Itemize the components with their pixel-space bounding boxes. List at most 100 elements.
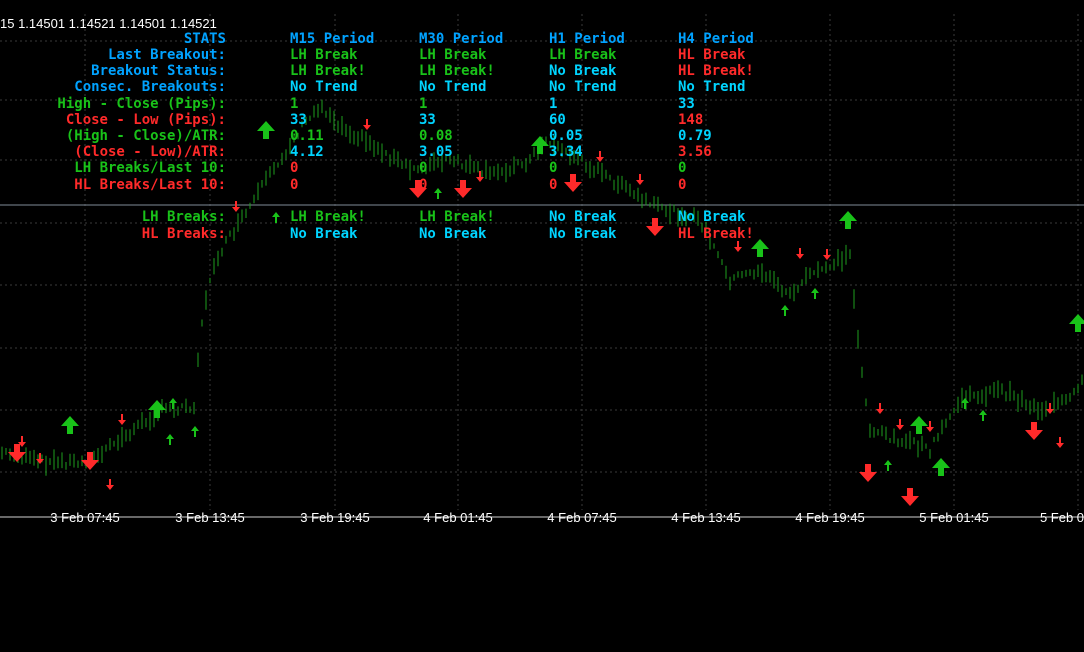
breaks-value: LH Break!	[419, 209, 495, 225]
stat-value: 0	[549, 176, 558, 193]
stat-value: 3.56	[678, 144, 712, 161]
arrow-down-icon	[8, 444, 26, 462]
x-axis-label: 5 Feb 01:45	[919, 510, 989, 525]
stat-value: 0	[290, 160, 299, 177]
stat-value: 148	[678, 111, 704, 128]
arrow-up-icon	[257, 121, 275, 139]
arrow-down-icon	[18, 436, 26, 447]
stat-value: No Trend	[678, 79, 746, 96]
stat-value: LH Break!	[290, 63, 366, 80]
arrow-up-icon	[531, 136, 549, 154]
period-header: M15 Period	[290, 31, 375, 47]
stat-value: HL Break!	[678, 63, 754, 80]
stat-value: 0	[549, 160, 558, 177]
arrow-up-icon	[884, 460, 892, 471]
arrow-up-icon	[751, 239, 769, 257]
stat-value: 4.12	[290, 144, 324, 161]
stat-value: No Break	[549, 63, 617, 80]
breaks-value: HL Break!	[678, 225, 754, 242]
stat-value: LH Break!	[419, 63, 495, 80]
stat-value: No Trend	[549, 79, 617, 96]
x-axis-label: 5 Feb 0	[1039, 510, 1084, 525]
arrow-up-icon	[434, 188, 442, 199]
stat-value: 60	[549, 111, 566, 128]
breaks-row-label: HL Breaks:	[141, 225, 226, 242]
stat-value: 0	[678, 176, 687, 193]
arrow-down-icon	[636, 174, 644, 185]
arrow-down-icon	[876, 403, 884, 414]
stat-row-label: (High - Close)/ATR:	[65, 128, 226, 144]
arrow-down-icon	[1056, 437, 1064, 448]
breaks-row-label: LH Breaks:	[141, 209, 226, 225]
stat-value: 3.34	[549, 144, 583, 161]
stat-value: HL Break	[678, 47, 746, 63]
arrow-up-icon	[910, 416, 928, 434]
stat-value: 0	[419, 176, 428, 193]
arrow-up-icon	[932, 458, 950, 476]
period-header: H4 Period	[678, 31, 754, 47]
x-axis-label: 3 Feb 19:45	[300, 510, 370, 525]
stat-value: 1	[549, 95, 558, 112]
arrow-up-icon	[1069, 314, 1084, 332]
stat-value: 1	[290, 95, 299, 112]
period-header: H1 Period	[549, 31, 625, 47]
x-axis-label: 4 Feb 19:45	[795, 510, 865, 525]
stat-value: 0.05	[549, 128, 583, 144]
arrow-down-icon	[901, 488, 919, 506]
arrow-down-icon	[1025, 422, 1043, 440]
arrow-up-icon	[961, 398, 969, 409]
x-axis-label: 3 Feb 13:45	[175, 510, 245, 525]
stat-row-label: High - Close (Pips):	[57, 95, 226, 112]
breaks-value: LH Break!	[290, 209, 366, 225]
stat-row-label: Consec. Breakouts:	[74, 79, 226, 96]
stat-value: 0	[290, 176, 299, 193]
x-axis-label: 4 Feb 13:45	[671, 510, 741, 525]
arrow-down-icon	[232, 201, 240, 212]
breaks-value: No Break	[678, 209, 746, 225]
stat-value: 33	[290, 111, 307, 128]
arrow-down-icon	[363, 119, 371, 130]
arrow-up-icon	[839, 211, 857, 229]
arrow-down-icon	[896, 419, 904, 430]
breaks-value: No Break	[549, 209, 617, 225]
stat-row-label: Last Breakout:	[107, 47, 226, 63]
arrow-up-icon	[166, 434, 174, 445]
arrow-up-icon	[191, 426, 199, 437]
x-axis-label: 4 Feb 07:45	[547, 510, 617, 525]
arrow-down-icon	[823, 249, 831, 260]
arrow-down-icon	[106, 479, 114, 490]
arrow-down-icon	[476, 171, 484, 182]
stat-value: No Trend	[290, 79, 358, 96]
arrow-up-icon	[979, 410, 987, 421]
period-header: M30 Period	[419, 31, 504, 47]
arrow-down-icon	[734, 241, 742, 252]
arrow-down-icon	[81, 452, 99, 470]
arrow-up-icon	[272, 212, 280, 223]
arrow-up-icon	[811, 288, 819, 299]
breaks-value: No Break	[290, 225, 358, 242]
stat-value: 0.08	[419, 128, 453, 144]
stat-row-label: LH Breaks/Last 10:	[74, 160, 226, 177]
stat-value: LH Break	[419, 47, 487, 63]
stat-row-label: Close - Low (Pips):	[65, 111, 226, 128]
stats-header-label: STATS	[183, 31, 226, 47]
arrow-down-icon	[646, 218, 664, 236]
arrow-down-icon	[1046, 403, 1054, 414]
stat-value: 1	[419, 95, 428, 112]
stat-value: 0.79	[678, 128, 712, 144]
stat-value: 3.05	[419, 144, 453, 161]
stat-value: 0	[678, 160, 687, 177]
breaks-value: No Break	[419, 225, 487, 242]
stat-value: LH Break	[549, 47, 617, 63]
arrow-down-icon	[118, 414, 126, 425]
x-axis-label: 4 Feb 01:45	[423, 510, 493, 525]
arrow-down-icon	[926, 421, 934, 432]
arrow-up-icon	[61, 416, 79, 434]
arrow-up-icon	[169, 398, 177, 409]
stat-value: LH Break	[290, 47, 358, 63]
stat-row-label: Breakout Status:	[91, 63, 226, 80]
stat-value: 0.11	[290, 128, 324, 144]
arrow-down-icon	[409, 180, 427, 198]
arrow-up-icon	[781, 305, 789, 316]
